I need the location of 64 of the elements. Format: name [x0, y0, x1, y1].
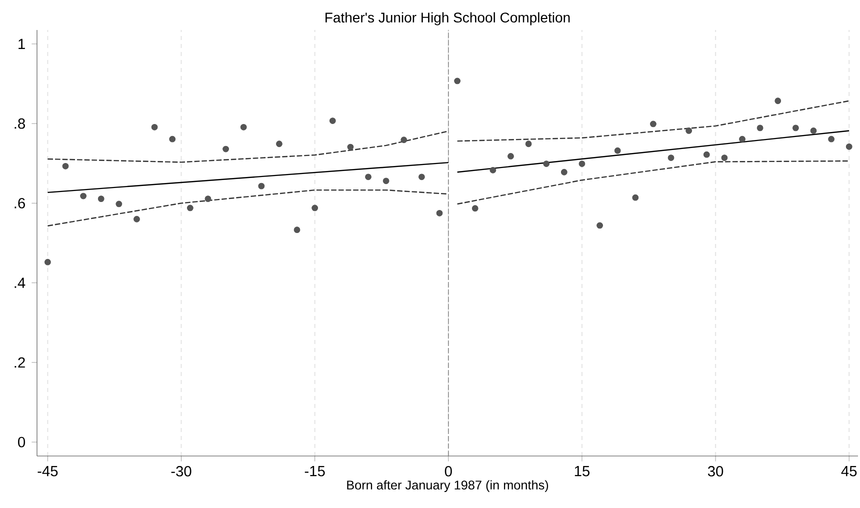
point: [240, 124, 247, 130]
point: [508, 153, 514, 160]
point: [596, 222, 603, 229]
y-tick-label: 1: [18, 38, 25, 49]
point: [400, 136, 408, 144]
x-tick-label: -15: [304, 466, 325, 476]
line-series: [47, 130, 449, 163]
point: [650, 120, 656, 128]
y-tick-label: .6: [14, 198, 25, 208]
point: [169, 136, 176, 142]
point: [151, 124, 158, 130]
point: [810, 128, 817, 134]
y-tick-label: .2: [14, 357, 25, 368]
point: [578, 160, 586, 167]
y-tick-label: 0: [18, 436, 26, 448]
point: [204, 196, 212, 202]
point: [525, 140, 532, 148]
point: [186, 204, 194, 212]
x-tick-label: -30: [171, 466, 192, 476]
point: [134, 216, 140, 222]
point: [44, 258, 51, 266]
point: [668, 154, 674, 162]
line-series: [456, 100, 850, 142]
point: [756, 124, 764, 132]
x-axis-title: Born after January 1987 (in months): [347, 480, 548, 492]
point: [276, 140, 282, 148]
point: [347, 144, 354, 150]
x-tick-label: 15: [574, 466, 590, 476]
point: [365, 174, 372, 180]
point: [792, 124, 799, 132]
point: [560, 168, 568, 176]
point: [828, 136, 835, 142]
x-tick-label: -45: [38, 466, 58, 476]
point: [382, 178, 390, 184]
point: [436, 210, 443, 216]
point: [614, 147, 621, 154]
y-tick-label: .4: [14, 278, 26, 288]
chart-title: Father's Junior High School Completion: [326, 12, 570, 26]
point: [739, 136, 746, 142]
point: [703, 151, 710, 158]
point: [418, 174, 425, 180]
point: [721, 154, 728, 162]
point: [294, 226, 300, 234]
point: [80, 192, 87, 200]
point: [258, 182, 265, 190]
x-tick-label: 0: [444, 466, 452, 476]
point: [222, 146, 229, 152]
point: [472, 205, 478, 212]
point: [62, 162, 69, 170]
point: [312, 204, 318, 212]
point: [116, 200, 122, 208]
point: [490, 166, 496, 174]
y-tick-label: .8: [14, 118, 25, 129]
point: [686, 128, 692, 134]
line-series: [456, 160, 850, 205]
line-series: [47, 189, 449, 226]
x-tick-label: 45: [841, 466, 857, 476]
point: [632, 194, 639, 201]
point: [454, 78, 461, 84]
x-tick-label: 30: [708, 466, 724, 476]
point: [543, 160, 550, 167]
point: [329, 118, 336, 124]
point: [774, 98, 782, 104]
point: [98, 196, 104, 202]
